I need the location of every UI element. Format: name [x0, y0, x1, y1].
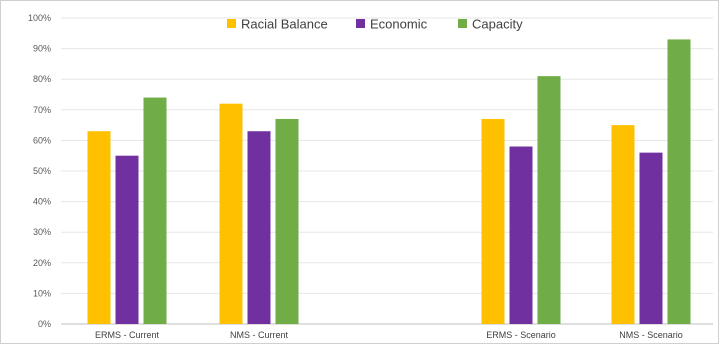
legend-swatch-economic: [356, 19, 365, 28]
bar-economic-nms-scenario: [639, 152, 663, 324]
y-tick-label: 70%: [33, 105, 51, 115]
x-category-label: ERMS - Current: [95, 330, 160, 340]
legend-label-racial-balance: Racial Balance: [241, 17, 328, 32]
bar-racial-balance-nms-current: [219, 103, 243, 325]
y-tick-label: 90%: [33, 44, 51, 54]
y-tick-label: 50%: [33, 166, 51, 176]
legend: Racial Balance Economic Capacity: [227, 17, 523, 32]
legend-swatch-racial-balance: [227, 19, 236, 28]
x-category-label: NMS - Current: [230, 330, 289, 340]
x-category-label: ERMS - Scenario: [486, 330, 556, 340]
gridlines: [61, 17, 713, 325]
y-tick-label: 100%: [28, 13, 51, 23]
y-tick-label: 30%: [33, 227, 51, 237]
y-tick-label: 0%: [38, 319, 51, 329]
bar-capacity-erms-scenario: [537, 76, 561, 324]
y-tick-label: 10%: [33, 288, 51, 298]
legend-label-capacity: Capacity: [472, 17, 523, 32]
x-category-label: NMS - Scenario: [619, 330, 683, 340]
bars: [87, 39, 691, 325]
bar-racial-balance-erms-scenario: [481, 118, 505, 324]
legend-label-economic: Economic: [370, 17, 428, 32]
y-tick-label: 20%: [33, 258, 51, 268]
bar-economic-erms-scenario: [509, 146, 533, 324]
bar-capacity-erms-current: [143, 97, 167, 324]
bar-racial-balance-erms-current: [87, 131, 111, 324]
legend-swatch-capacity: [458, 19, 467, 28]
y-axis-ticks: 0% 10% 20% 30% 40% 50% 60% 70% 80% 90% 100%: [28, 13, 51, 329]
bar-economic-erms-current: [115, 155, 139, 324]
bar-racial-balance-nms-scenario: [611, 125, 635, 324]
y-tick-label: 60%: [33, 135, 51, 145]
x-axis-labels: ERMS - Current NMS - Current ERMS - Scenar…: [95, 330, 683, 340]
bar-capacity-nms-current: [275, 118, 299, 324]
y-tick-label: 80%: [33, 74, 51, 84]
bar-capacity-nms-scenario: [667, 39, 691, 325]
bar-economic-nms-current: [247, 131, 271, 324]
y-tick-label: 40%: [33, 197, 51, 207]
